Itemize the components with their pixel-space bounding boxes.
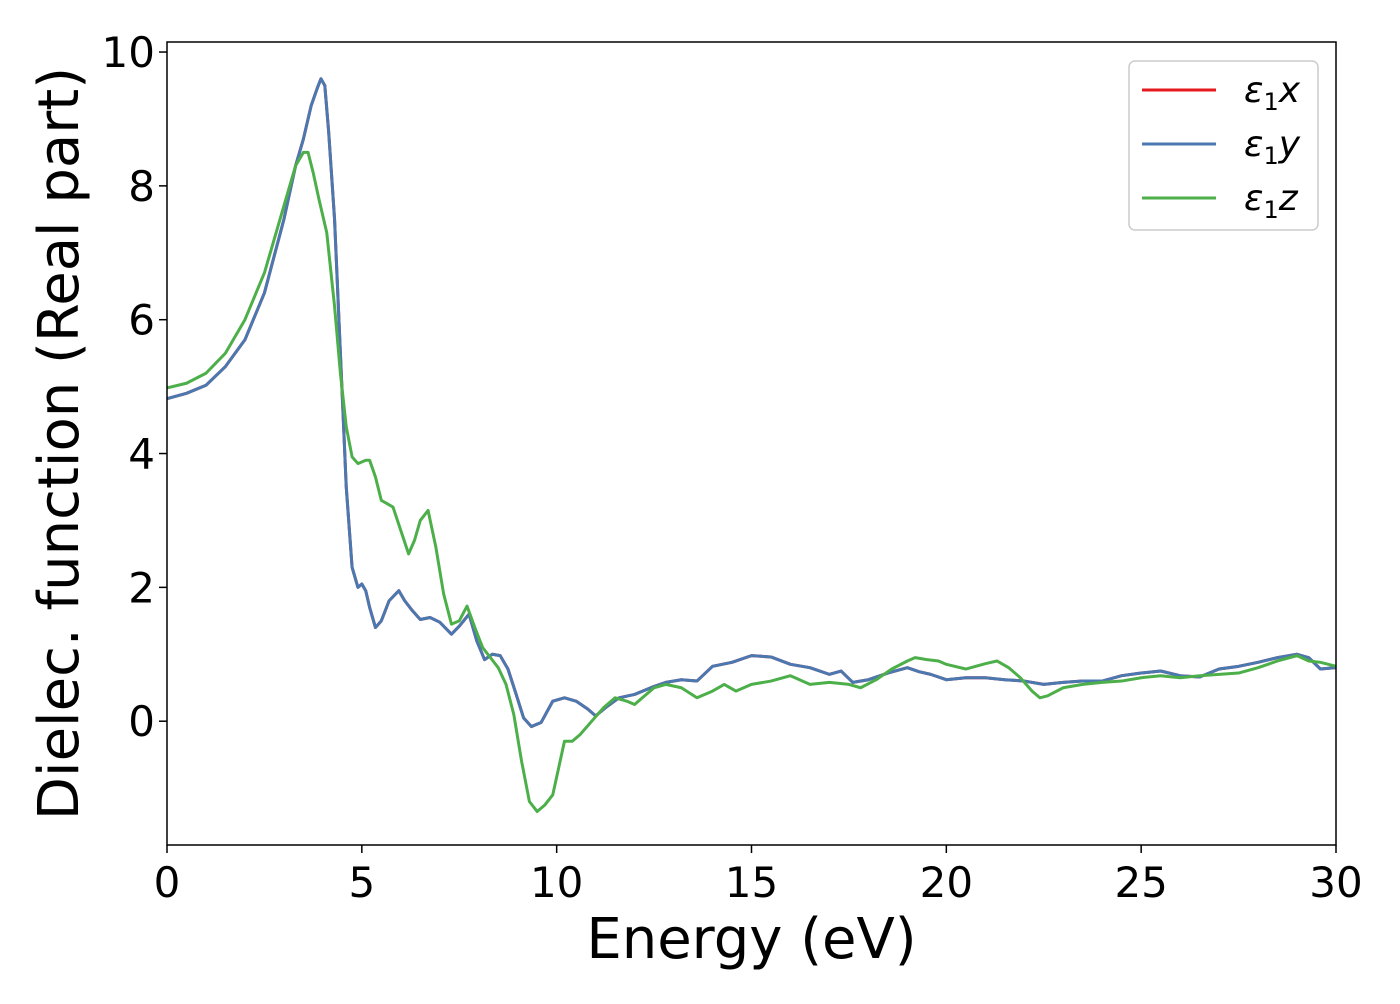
y-tick-label: 4 [128,430,155,479]
x-tick-label: 0 [154,858,181,907]
legend-box [1128,60,1319,231]
x-tick-label: 30 [1309,858,1362,907]
legend-label-x: ε1x [1244,70,1301,116]
x-tick-label: 5 [348,858,375,907]
y-tick-label: 6 [128,296,155,345]
y-tick-label: 8 [128,162,155,211]
series-line-y [167,77,1336,729]
x-tick-label: 20 [920,858,973,907]
x-axis-label: Energy (eV) [586,907,916,972]
series-line-z [167,150,1336,814]
y-tick-label: 0 [128,697,155,746]
x-tick-label: 25 [1114,858,1167,907]
x-tick-label: 15 [725,858,778,907]
plot-area [167,77,1336,814]
x-tick-label: 10 [530,858,583,907]
legend: ε1x ε1y ε1z [1128,60,1319,231]
y-axis-label: Dielec. function (Real part) [27,67,92,820]
legend-label-z: ε1z [1244,178,1299,224]
y-tick-label: 2 [128,563,155,612]
legend-label-y: ε1y [1244,124,1301,170]
y-tick-label: 10 [102,28,155,77]
